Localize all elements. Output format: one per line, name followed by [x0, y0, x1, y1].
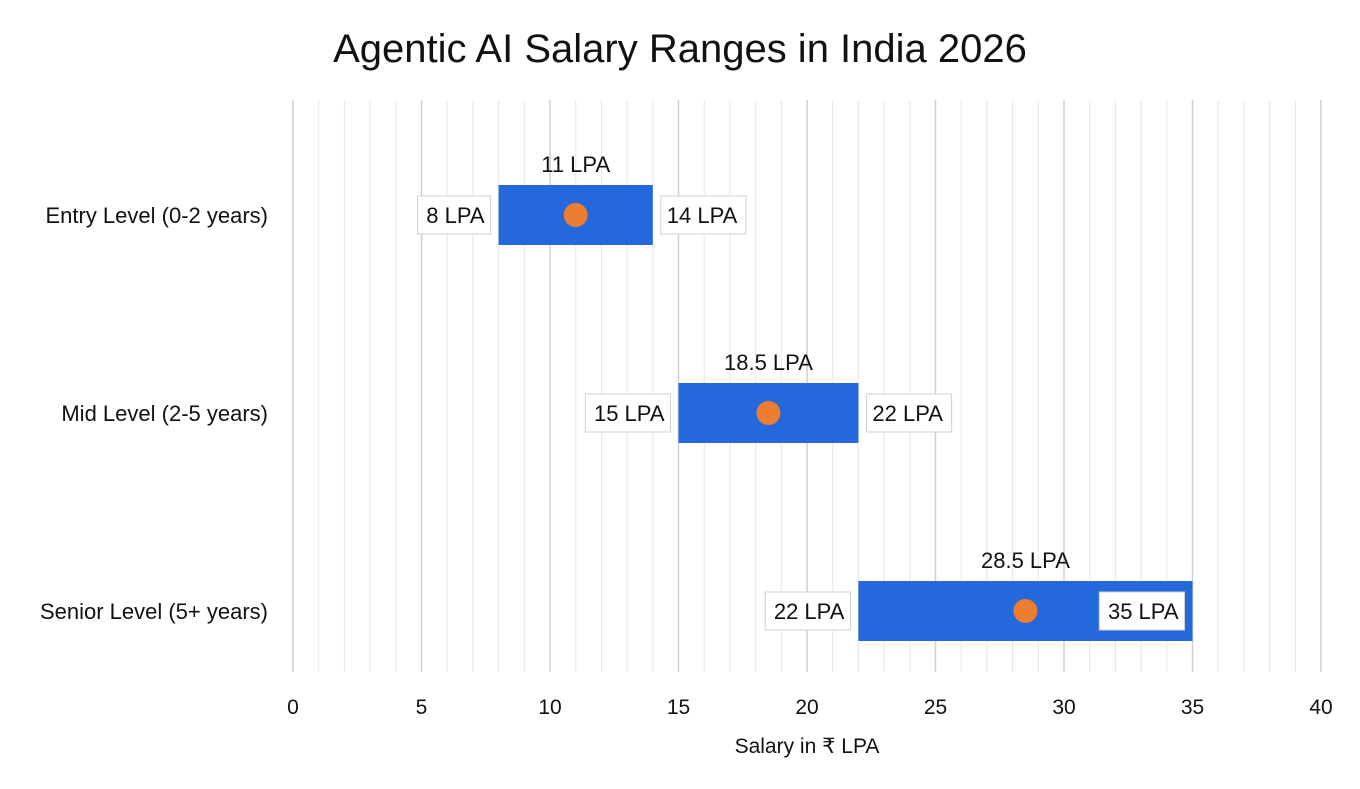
range-row: Mid Level (2-5 years) 18.5 LPA 15 LPA 22 LP… — [61, 350, 953, 443]
range-row: Senior Level (5+ years) 28.5 LPA 22 LPA 35 … — [40, 548, 1193, 641]
min-label: 8 LPA — [426, 203, 485, 228]
midpoint-label: 18.5 LPA — [724, 350, 813, 375]
chart-title: Agentic AI Salary Ranges in India 2026 — [333, 27, 1027, 71]
bars: Entry Level (0-2 years) 11 LPA 8 LPA 14 LPA… — [40, 152, 1193, 641]
midpoint-label: 28.5 LPA — [981, 548, 1070, 573]
max-label: 35 LPA — [1108, 599, 1179, 624]
x-tick-label: 35 — [1181, 696, 1204, 719]
x-tick-labels: 0 5 10 15 20 25 30 35 40 — [287, 696, 1333, 719]
x-tick-label: 10 — [538, 696, 561, 719]
midpoint-label: 11 LPA — [541, 152, 610, 177]
min-label-box — [584, 393, 671, 433]
x-tick-label: 5 — [416, 696, 428, 719]
x-tick-label: 25 — [924, 696, 947, 719]
midpoint-dot — [563, 203, 588, 227]
category-label: Mid Level (2-5 years) — [61, 401, 268, 426]
category-label: Entry Level (0-2 years) — [45, 203, 268, 228]
x-tick-label: 15 — [667, 696, 690, 719]
max-label-box — [865, 393, 953, 433]
min-label-box — [417, 195, 492, 235]
max-label-box — [1098, 591, 1186, 631]
min-label: 22 LPA — [774, 599, 845, 624]
category-label: Senior Level (5+ years) — [40, 599, 268, 624]
midpoint-dot — [1013, 599, 1038, 623]
max-label-box — [660, 195, 747, 235]
x-tick-label: 40 — [1309, 696, 1332, 719]
x-axis-label: Salary in ₹ LPA — [735, 735, 880, 758]
max-label: 14 LPA — [667, 203, 738, 228]
max-label: 22 LPA — [872, 401, 943, 426]
x-tick-label: 20 — [795, 696, 818, 719]
range-row: Entry Level (0-2 years) 11 LPA 8 LPA 14 LPA — [45, 152, 747, 245]
x-tick-label: 30 — [1052, 696, 1075, 719]
min-label-box — [764, 591, 851, 631]
x-tick-label: 0 — [287, 696, 299, 719]
midpoint-dot — [756, 401, 781, 425]
min-label: 15 LPA — [594, 401, 665, 426]
